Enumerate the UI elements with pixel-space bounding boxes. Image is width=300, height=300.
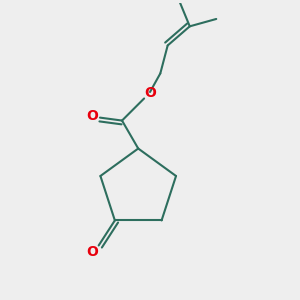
Text: O: O — [86, 245, 98, 259]
Text: O: O — [145, 86, 157, 100]
Text: O: O — [87, 109, 98, 123]
